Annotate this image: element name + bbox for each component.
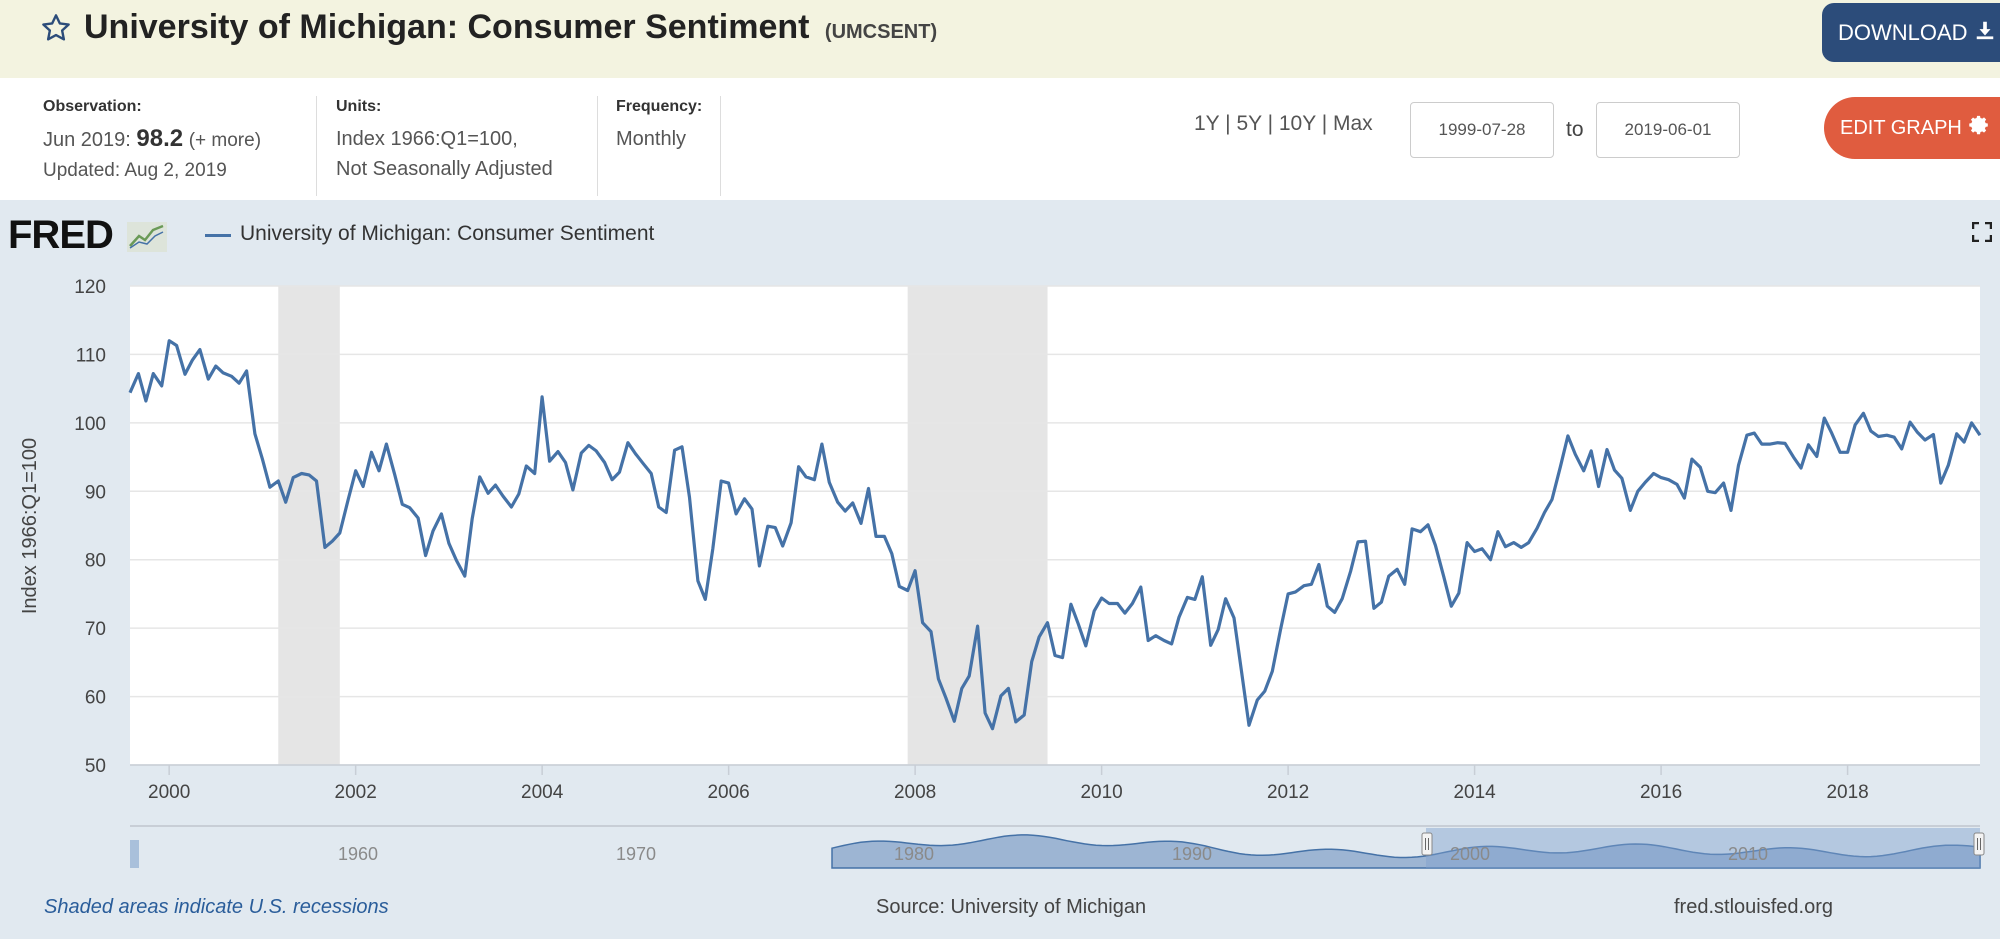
fullscreen-icon[interactable] [1971,221,1993,247]
frequency-block: Frequency: Monthly [616,98,702,154]
preset-max[interactable]: Max [1333,112,1373,135]
y-tick-label: 90 [85,482,106,503]
y-axis-ticks: 50 60 70 80 90 100 110 120 [74,277,106,777]
preset-1y[interactable]: 1Y [1194,112,1220,135]
page-title: University of Michigan: Consumer Sentime… [84,8,937,47]
y-tick-label: 70 [85,619,106,640]
units-line-2: Not Seasonally Adjusted [336,158,553,180]
end-date-input[interactable]: 2019-06-01 [1596,102,1740,158]
preset-5y[interactable]: 5Y [1236,112,1262,135]
navigator-labels: 1960 1970 1980 1990 2000 2010 [338,844,1768,864]
observation-block: Observation: Jun 2019: 98.2 (+ more) Upd… [43,98,261,186]
observation-value-line: Jun 2019: 98.2 (+ more) [43,124,261,156]
navigator-series [831,834,1981,869]
navigator-label: 1970 [616,844,656,864]
start-date-input[interactable]: 1999-07-28 [1410,102,1554,158]
frequency-value: Monthly [616,128,687,150]
more-link[interactable]: (+ more) [188,130,262,151]
frequency-label: Frequency: [616,98,703,115]
navigator-selection[interactable] [1426,828,1980,868]
x-tick-label: 2010 [1080,782,1122,803]
edit-graph-label: EDIT GRAPH [1840,116,1962,139]
x-tick-label: 2006 [707,782,749,803]
y-tick-label: 120 [74,277,106,298]
recession-note: Shaded areas indicate U.S. recessions [44,896,389,918]
legend-swatch [205,234,231,237]
fred-chart-icon [127,222,168,253]
preset-10y[interactable]: 10Y [1278,112,1316,135]
navigator-label: 1960 [338,844,378,864]
series-id: (UMCSENT) [824,21,938,43]
fred-url-link[interactable]: fred.stlouisfed.org [1674,896,1833,918]
navigator-label: 2000 [1450,844,1490,864]
range-presets: 1Y | 5Y | 10Y | Max [1194,112,1373,136]
download-button[interactable]: DOWNLOAD [1822,3,2000,62]
title-bar: University of Michigan: Consumer Sentime… [0,0,2000,78]
navigator-label: 1990 [1172,844,1212,864]
divider [316,96,317,196]
preset-separator: | [1219,112,1237,135]
navigator-label: 1980 [894,844,934,864]
x-tick-label: 2002 [335,782,377,803]
edit-graph-button[interactable]: EDIT GRAPH [1824,97,2000,159]
x-tick-label: 2000 [148,782,190,803]
units-line-1: Index 1966:Q1=100, [336,128,518,150]
y-tick-label: 110 [76,345,106,366]
preset-separator: | [1261,112,1279,135]
observation-value: 98.2 [136,125,184,152]
recession-band [907,286,1048,765]
navigator-left-handle[interactable] [1421,832,1433,856]
x-tick-label: 2012 [1267,782,1309,803]
gear-icon [1962,114,1990,142]
updated-date: Updated: Aug 2, 2019 [43,160,227,181]
x-tick-label: 2004 [521,782,564,803]
x-tick-label: 2014 [1453,782,1496,803]
preset-separator: | [1315,112,1333,135]
observation-date: Jun 2019: [43,129,131,151]
divider [597,96,598,196]
divider [720,96,721,196]
fred-logo: FRED [8,213,168,258]
series-title: University of Michigan: Consumer Sentime… [84,8,810,46]
navigator-right-handle[interactable] [1973,832,1985,856]
y-axis-label: Index 1966:Q1=100 [19,438,41,614]
units-block: Units: Index 1966:Q1=100, Not Seasonally… [336,98,553,184]
range-navigator[interactable]: 1960 1970 1980 1990 2000 2010 [130,825,1985,869]
recession-shading [278,286,1048,765]
star-icon[interactable] [40,12,72,49]
observation-label: Observation: [43,98,142,115]
x-tick-label: 2016 [1640,782,1682,803]
to-label: to [1566,118,1584,141]
y-tick-label: 80 [85,551,106,572]
recession-band [278,286,340,765]
y-tick-label: 50 [85,756,106,777]
navigator-left-stub [130,840,139,868]
plot-background [130,286,1980,765]
gridlines [130,285,1980,766]
download-label: DOWNLOAD [1838,19,1968,45]
y-tick-label: 60 [85,688,106,709]
x-tick-label: 2008 [894,782,936,803]
download-icon [1968,19,1996,47]
navigator-label: 2010 [1728,844,1768,864]
source-note: Source: University of Michigan [876,896,1147,918]
series-line [128,339,1982,731]
units-label: Units: [336,98,382,115]
y-tick-label: 100 [74,414,106,435]
x-tick-label: 2018 [1826,782,1868,803]
fred-logo-text: FRED [8,213,114,257]
legend-label: University of Michigan: Consumer Sentime… [240,222,655,245]
x-axis-ticks: 2000 2002 2004 2006 2008 2010 2012 2014 2016 2018 [148,765,1869,803]
